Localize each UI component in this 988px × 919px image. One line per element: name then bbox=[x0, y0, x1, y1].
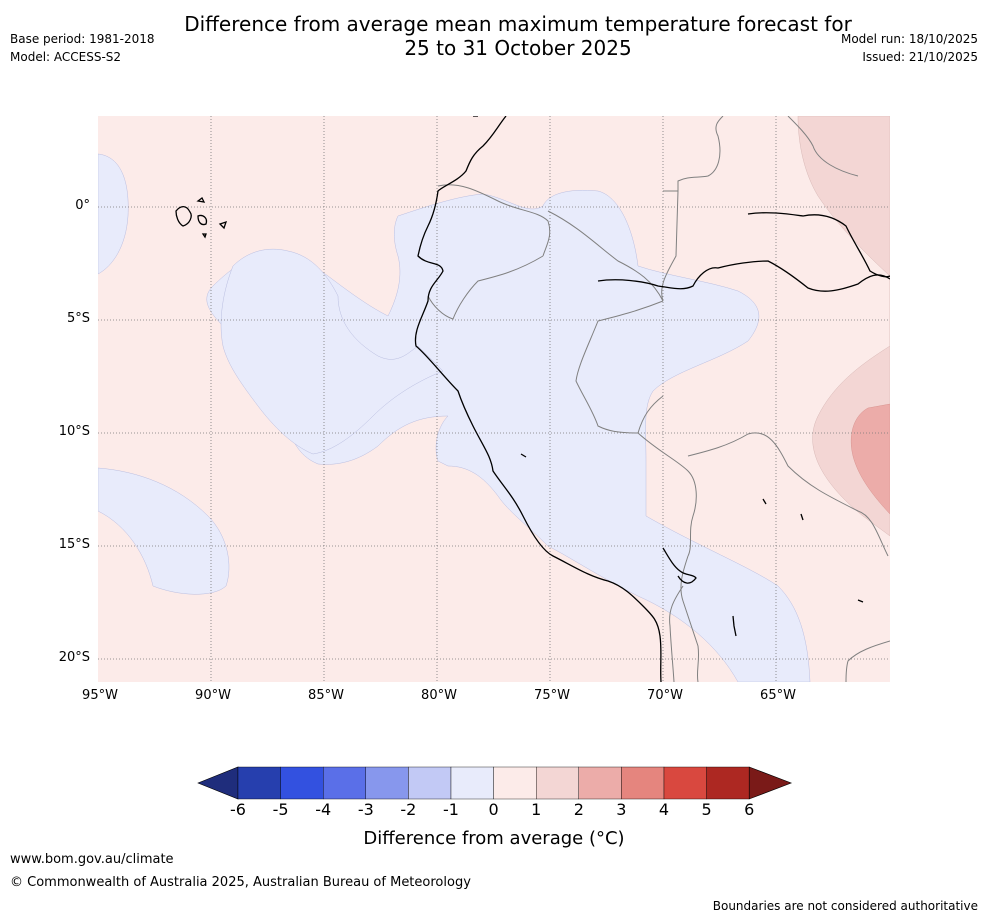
border-bolivia-brazil-east bbox=[687, 432, 889, 557]
colorbar bbox=[197, 766, 793, 800]
anomaly-field-cool-north bbox=[98, 153, 129, 275]
coast-orinoco bbox=[747, 212, 890, 278]
colorbar-tick-label: -2 bbox=[400, 800, 417, 819]
colorbar-segment bbox=[621, 766, 665, 800]
footer-copyright: © Commonwealth of Australia 2025, Austra… bbox=[10, 875, 471, 890]
colorbar-segment bbox=[408, 766, 452, 800]
anomaly-map bbox=[98, 116, 890, 682]
footer-url: www.bom.gov.au/climate bbox=[10, 852, 174, 867]
colorbar-extend-high bbox=[748, 766, 793, 800]
border-brazil-venezuela bbox=[663, 116, 724, 192]
colorbar-segment bbox=[706, 766, 750, 800]
colorbar-segment bbox=[578, 766, 622, 800]
colorbar-tick-label: -5 bbox=[272, 800, 289, 819]
title-line-1: Difference from average mean maximum tem… bbox=[184, 12, 852, 36]
anomaly-field-1-2-northeast bbox=[797, 116, 890, 277]
lon-label-95w: 95°W bbox=[82, 688, 118, 703]
colorbar-tick-label: -4 bbox=[315, 800, 332, 819]
border-guyana bbox=[787, 116, 859, 177]
issued-date: Issued: 21/10/2025 bbox=[862, 50, 978, 64]
colorbar-segment bbox=[365, 766, 409, 800]
lon-label-65w: 65°W bbox=[760, 688, 796, 703]
lon-label-75w: 75°W bbox=[534, 688, 570, 703]
border-brazil-bolivia bbox=[637, 432, 697, 557]
lat-label-0: 0° bbox=[75, 198, 90, 213]
colorbar-label: Difference from average (°C) bbox=[363, 828, 625, 849]
border-peru-brazil bbox=[575, 300, 664, 434]
colorbar-segment bbox=[663, 766, 707, 800]
lat-label-10s: 10°S bbox=[58, 424, 90, 439]
lat-label-20s: 20°S bbox=[58, 650, 90, 665]
coast-galapagos bbox=[175, 197, 228, 239]
colorbar-extend-low bbox=[197, 766, 239, 800]
coast-pacific-south-america bbox=[414, 116, 662, 682]
colorbar-segment bbox=[280, 766, 324, 800]
chart-title: Difference from average mean maximum tem… bbox=[0, 12, 988, 60]
colorbar-tick-label: 1 bbox=[531, 800, 542, 819]
colorbar-tick-label: -6 bbox=[230, 800, 246, 819]
lon-label-70w: 70°W bbox=[647, 688, 683, 703]
anomaly-field-2-3 bbox=[850, 403, 890, 515]
border-peru-bolivia bbox=[680, 555, 700, 682]
lon-label-90w: 90°W bbox=[195, 688, 231, 703]
colorbar-tick-label: 5 bbox=[701, 800, 712, 819]
lon-label-85w: 85°W bbox=[308, 688, 344, 703]
model-run: Model run: 18/10/2025 bbox=[840, 32, 978, 46]
coast-titicaca bbox=[662, 547, 697, 584]
colorbar-tick-label: -3 bbox=[357, 800, 374, 819]
coastline bbox=[175, 116, 890, 682]
border-ecuador-peru bbox=[427, 255, 544, 320]
border-colombia-venezuela bbox=[661, 190, 679, 302]
footer-disclaimer: Boundaries are not considered authoritat… bbox=[712, 899, 978, 913]
coast-amazon-river bbox=[597, 260, 890, 292]
title-line-2: 25 to 31 October 2025 bbox=[404, 36, 632, 60]
coast-small-lakes bbox=[520, 453, 864, 637]
lon-label-80w: 80°W bbox=[421, 688, 457, 703]
lat-label-5s: 5°S bbox=[66, 311, 90, 326]
anomaly-field-cool-west bbox=[220, 248, 444, 455]
colorbar-tick-label: -1 bbox=[443, 800, 459, 819]
model-name: Model: ACCESS-S2 bbox=[10, 50, 122, 64]
colorbar-tick-label: 2 bbox=[573, 800, 584, 819]
colorbar-tick-label: 4 bbox=[658, 800, 670, 819]
colorbar-segment bbox=[237, 766, 281, 800]
colorbar-segment bbox=[493, 766, 537, 800]
graticule bbox=[98, 116, 890, 682]
colorbar-segment bbox=[322, 766, 366, 800]
base-period: Base period: 1981-2018 bbox=[10, 32, 155, 46]
colorbar-segment bbox=[536, 766, 580, 800]
colorbar-tick-label: 6 bbox=[744, 800, 755, 819]
lat-label-15s: 15°S bbox=[58, 537, 90, 552]
meta-left: Base period: 1981-2018 Model: ACCESS-S2 bbox=[10, 30, 155, 66]
anomaly-field-cool-southwest bbox=[98, 467, 230, 595]
colorbar-tick-label: 3 bbox=[616, 800, 627, 819]
border-paraguay bbox=[845, 640, 890, 682]
colorbar-segment bbox=[450, 766, 494, 800]
border-colombia-ecuador bbox=[437, 184, 551, 257]
border-chile-bolivia bbox=[669, 585, 684, 682]
meta-right: Model run: 18/10/2025 Issued: 21/10/2025 bbox=[841, 30, 978, 66]
colorbar-tick-label: 0 bbox=[488, 800, 499, 819]
